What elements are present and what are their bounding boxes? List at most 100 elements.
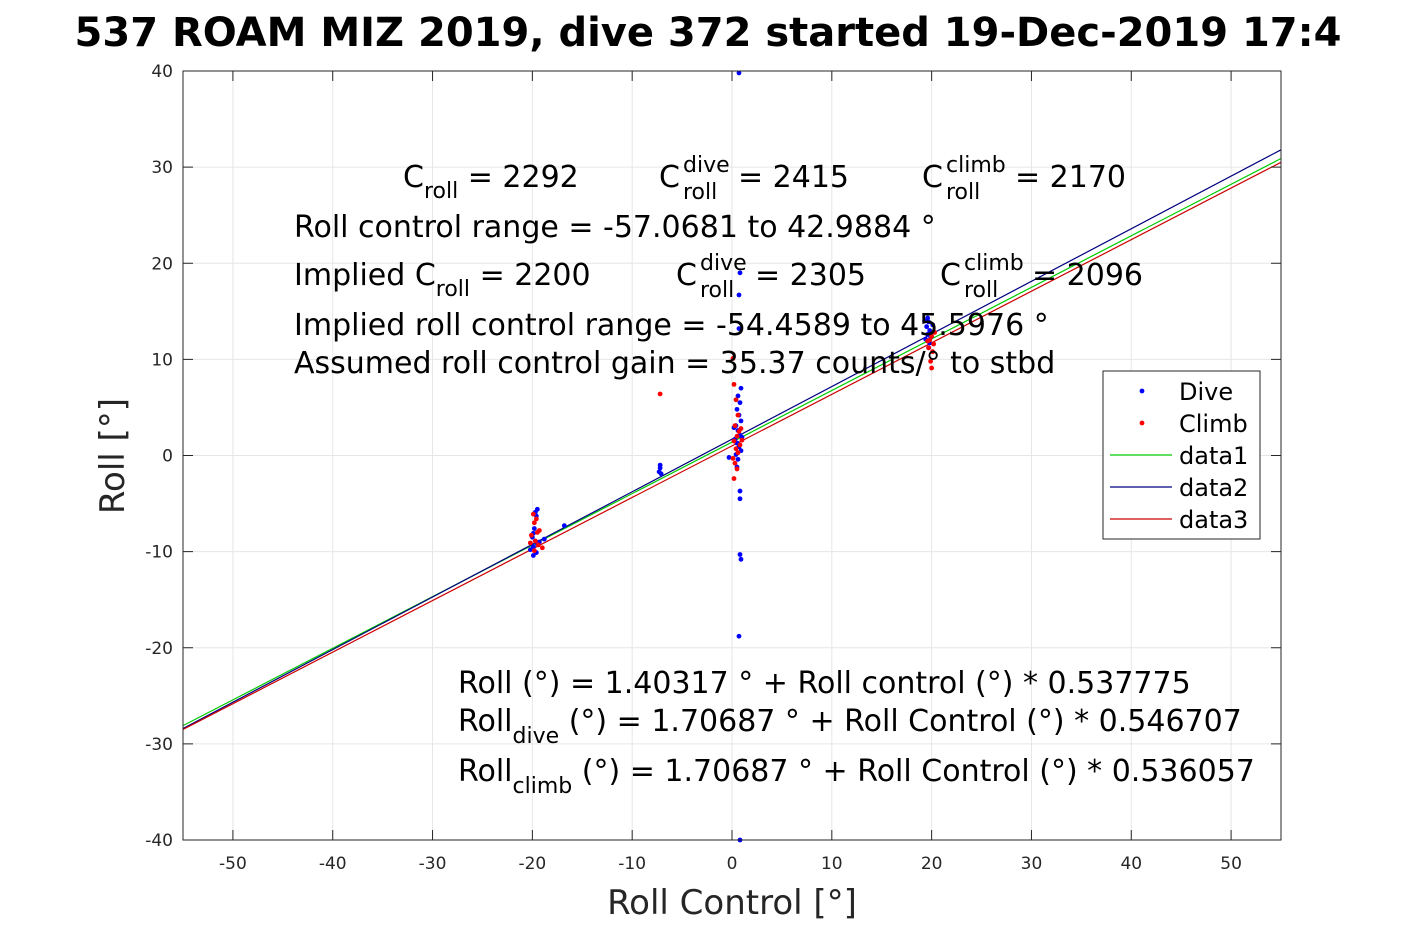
annotation-c-roll-dive: C [659,160,680,195]
point-dive [530,553,536,558]
point-dive [541,536,547,542]
point-dive [737,552,743,557]
point-dive [561,523,567,529]
point-climb [535,542,541,548]
annotation-fit-climb: Rollclimb (°) = 1.70687 ° + Roll Control… [458,754,1255,799]
y-tick-label: 40 [151,62,173,82]
x-tick-label: -20 [518,854,546,874]
point-dive [531,526,537,531]
point-climb [737,442,743,448]
point-climb [730,455,736,461]
point-climb [735,450,741,456]
point-climb [733,397,739,403]
point-dive [735,456,741,462]
annotation-implied-c-roll-dive-sup: dive [700,251,747,276]
point-dive [737,488,743,494]
point-climb [539,545,545,551]
point-dive [738,418,744,424]
point-dive [737,496,743,502]
point-dive [925,315,931,321]
point-dive [926,319,932,325]
point-climb [930,349,936,355]
x-tick-label: -50 [219,854,247,874]
point-climb [735,412,741,418]
point-climb [731,438,737,444]
x-tick-label: 50 [1220,854,1242,874]
annotation-c-roll-dive-sup: dive [683,153,730,178]
point-climb [527,540,533,546]
point-climb [732,460,738,466]
x-tick-label: 30 [1021,854,1043,874]
point-climb [931,341,937,347]
point-dive [738,385,744,391]
point-dive [922,318,928,324]
y-tick-label: 0 [162,447,173,467]
point-dive [736,326,742,332]
point-climb [732,423,738,429]
point-dive [530,544,536,550]
y-axis-label: Roll [°] [93,398,133,514]
chart-title: 537 ROAM MIZ 2019, dive 372 started 19-D… [75,10,1342,56]
ticks [183,70,1281,841]
point-dive [658,471,664,477]
point-dive [737,400,743,406]
point-dive [925,331,931,337]
annotation-roll-control-gain: Assumed roll control gain = 35.37 counts… [294,346,1055,381]
annotation-c-roll-climb: C [922,160,943,195]
point-climb [926,345,932,351]
point-climb [528,532,534,538]
y-tick-label: -20 [145,639,173,659]
y-tick-label: -10 [145,543,173,563]
annotation-c-roll-dive-value: = 2415 [738,160,849,195]
point-dive [527,547,533,553]
series-line-data3 [182,161,1282,730]
point-dive [657,465,663,471]
point-climb [739,437,745,443]
annotation-implied-c-roll-dive-sub: roll [700,278,734,303]
y-tick-label: 30 [151,158,173,178]
annotation-implied-c-roll-climb-value: = 2096 [1032,258,1143,293]
point-climb [532,538,538,544]
point-climb [932,330,938,335]
legend-marker [1139,420,1145,426]
annotation-fit-dive: Rolldive (°) = 1.70687 ° + Roll Control … [458,704,1242,749]
annotation-implied-c-roll: Implied Croll = 2200 [294,258,591,302]
point-dive [930,322,936,328]
legend-label: data3 [1179,506,1248,534]
annotation-fit-overall: Roll (°) = 1.40317 ° + Roll control (°) … [458,666,1191,701]
x-tick-label: 40 [1120,854,1142,874]
y-tick-label: -40 [145,831,173,851]
annotation-c-roll: Croll = 2292 [403,160,579,204]
y-tick-label: -30 [145,735,173,755]
annotation-implied-c-roll-climb: C [940,258,961,293]
legend-label: Climb [1179,410,1248,438]
point-climb [657,391,663,397]
annotation-roll-control-range: Roll control range = -57.0681 to 42.9884… [294,210,936,245]
legend-label: data2 [1179,474,1248,502]
annotation-c-roll-dive-sub: roll [683,180,717,205]
series-line-data2 [182,149,1282,730]
x-tick-label: -40 [319,854,347,874]
legend-marker [1139,388,1145,394]
point-dive [737,270,743,276]
point-dive [738,556,744,562]
annotation-c-roll-climb-sub: roll [946,180,980,205]
annotation-implied-c-roll-dive-value: = 2305 [755,258,866,293]
point-climb [530,511,536,517]
point-climb [928,358,934,364]
annotation-implied-roll-control-range: Implied roll control range = -54.4589 to… [294,308,1049,343]
point-dive [736,292,742,298]
point-climb [929,333,935,339]
y-tick-label: 20 [151,254,173,274]
point-climb [734,433,740,439]
point-dive [927,328,933,333]
x-tick-label: -10 [618,854,646,874]
point-dive [924,324,930,330]
point-climb [925,338,931,344]
point-climb [929,365,935,371]
point-climb [738,426,744,431]
annotation-c-roll-climb-sup: climb [946,153,1006,178]
point-dive [735,393,741,399]
point-climb [531,548,537,554]
